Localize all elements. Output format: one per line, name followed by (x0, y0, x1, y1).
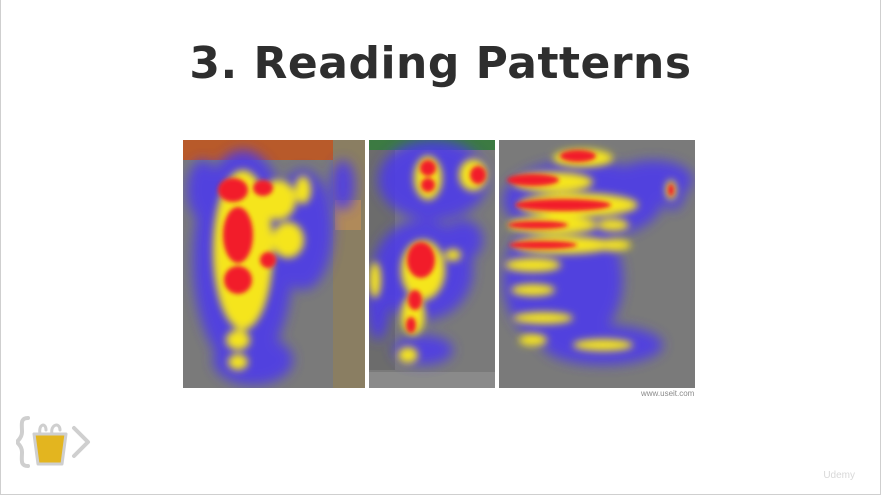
heatmap-panel-product (369, 140, 495, 388)
heatmap-panel-search (499, 140, 695, 388)
slide-title: 3. Reading Patterns (189, 38, 692, 89)
heatmap-image (183, 140, 695, 388)
heatmap-figure (183, 140, 695, 388)
image-source-caption: www.useit.com (641, 389, 695, 398)
udemy-watermark: Udemy (823, 470, 855, 481)
curly-braces-bag-logo-icon (14, 410, 96, 474)
heatmap-panel-article (183, 140, 365, 388)
